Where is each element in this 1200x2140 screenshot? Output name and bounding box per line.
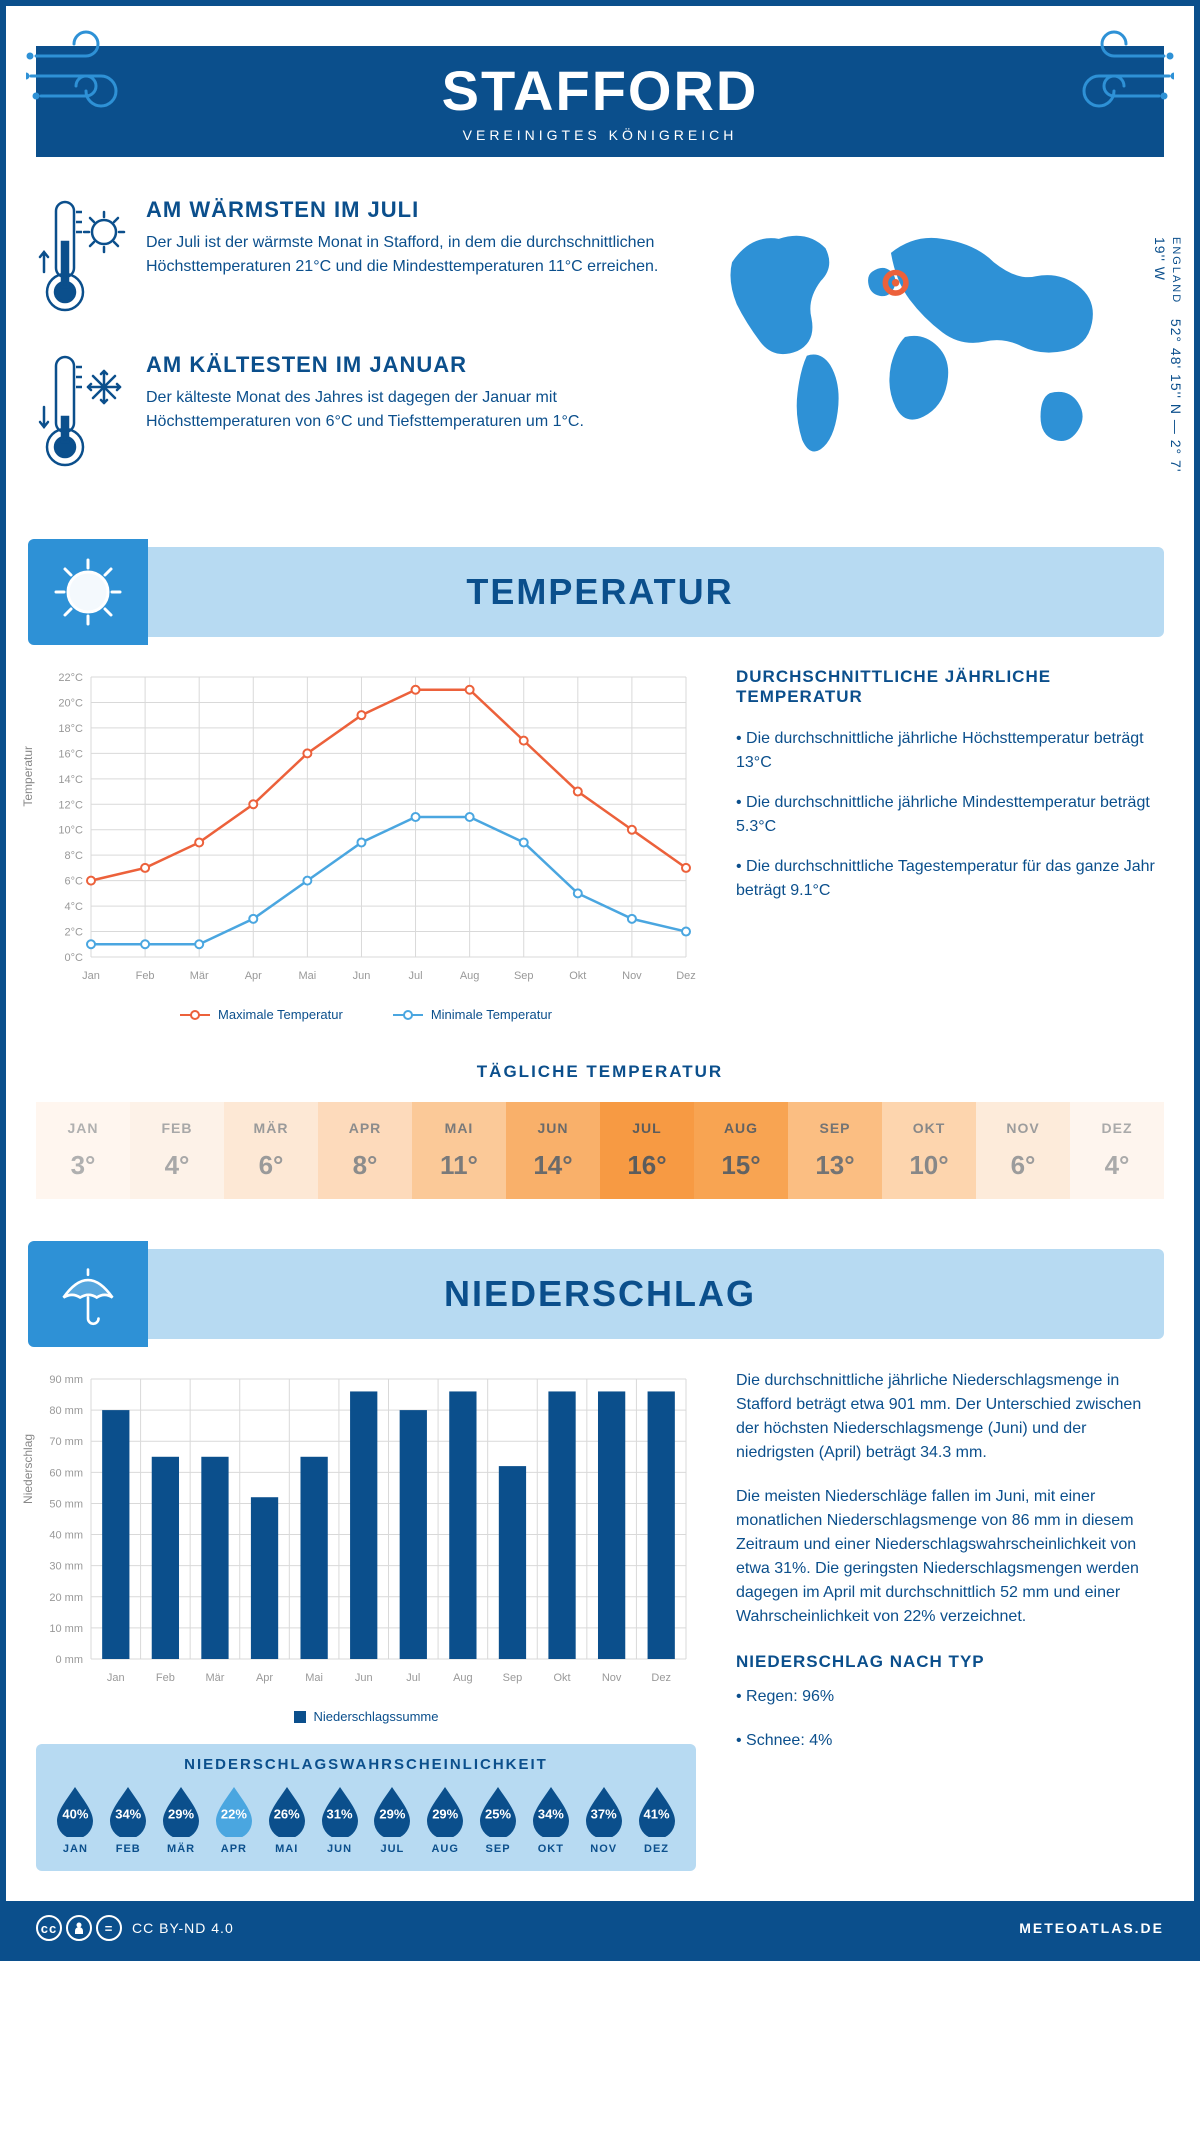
svg-text:80 mm: 80 mm — [49, 1405, 83, 1417]
svg-text:20 mm: 20 mm — [49, 1592, 83, 1604]
precipitation-probability: NIEDERSCHLAGSWAHRSCHEINLICHKEIT 40% JAN … — [36, 1744, 696, 1871]
world-map: ENGLAND 52° 48' 15'' N — 2° 7' 19'' W — [704, 197, 1164, 497]
svg-text:Mai: Mai — [298, 970, 316, 982]
svg-text:50 mm: 50 mm — [49, 1498, 83, 1510]
svg-text:0 mm: 0 mm — [56, 1654, 84, 1666]
coldest-text: Der kälteste Monat des Jahres ist dagege… — [146, 386, 664, 434]
svg-text:Jan: Jan — [107, 1672, 125, 1684]
precipitation-legend: Niederschlagssumme — [36, 1709, 696, 1724]
wind-icon — [1054, 26, 1174, 131]
svg-text:30 mm: 30 mm — [49, 1561, 83, 1573]
cc-license-icon: cc = — [36, 1915, 122, 1941]
svg-text:Mär: Mär — [205, 1672, 224, 1684]
svg-text:22°C: 22°C — [58, 672, 83, 684]
site-name: METEOATLAS.DE — [1019, 1920, 1164, 1936]
svg-text:2°C: 2°C — [65, 927, 84, 939]
svg-text:Apr: Apr — [256, 1672, 273, 1684]
svg-text:10 mm: 10 mm — [49, 1623, 83, 1635]
svg-text:90 mm: 90 mm — [49, 1374, 83, 1386]
svg-text:40 mm: 40 mm — [49, 1530, 83, 1542]
svg-text:Jun: Jun — [355, 1672, 373, 1684]
wind-icon — [26, 26, 146, 131]
svg-text:Dez: Dez — [651, 1672, 671, 1684]
svg-text:Jul: Jul — [406, 1672, 420, 1684]
footer: cc = CC BY-ND 4.0 METEOATLAS.DE — [6, 1901, 1194, 1955]
svg-text:Apr: Apr — [245, 970, 262, 982]
warmest-text: Der Juli ist der wärmste Monat in Staffo… — [146, 231, 664, 279]
svg-text:Dez: Dez — [676, 970, 696, 982]
license-text: CC BY-ND 4.0 — [132, 1920, 234, 1936]
svg-text:Okt: Okt — [569, 970, 586, 982]
svg-text:Okt: Okt — [553, 1672, 570, 1684]
svg-text:70 mm: 70 mm — [49, 1436, 83, 1448]
svg-text:Aug: Aug — [460, 970, 480, 982]
thermometer-cold-icon — [36, 352, 126, 477]
temperature-line-chart: Temperatur 0°C2°C4°C6°C8°C10°C12°C14°C16… — [36, 667, 696, 992]
coldest-title: AM KÄLTESTEN IM JANUAR — [146, 352, 664, 378]
svg-text:6°C: 6°C — [65, 876, 84, 888]
precipitation-banner: NIEDERSCHLAG — [36, 1249, 1164, 1339]
umbrella-icon — [28, 1241, 148, 1347]
svg-text:Feb: Feb — [136, 970, 155, 982]
svg-text:Jan: Jan — [82, 970, 100, 982]
svg-text:14°C: 14°C — [58, 774, 83, 786]
svg-text:Mai: Mai — [305, 1672, 323, 1684]
svg-text:60 mm: 60 mm — [49, 1467, 83, 1479]
page-title: STAFFORD — [36, 58, 1164, 123]
svg-text:Sep: Sep — [503, 1672, 523, 1684]
precipitation-text: Die durchschnittliche jährliche Niedersc… — [736, 1369, 1164, 1871]
svg-text:Aug: Aug — [453, 1672, 473, 1684]
thermometer-hot-icon — [36, 197, 126, 322]
header: STAFFORD VEREINIGTES KÖNIGREICH — [36, 46, 1164, 157]
svg-text:Jul: Jul — [409, 970, 423, 982]
temperature-legend: .legend-swatch:nth-child(1)::after{borde… — [36, 1007, 696, 1022]
svg-text:Jun: Jun — [353, 970, 371, 982]
daily-temp-title: TÄGLICHE TEMPERATUR — [36, 1062, 1164, 1082]
svg-text:Sep: Sep — [514, 970, 534, 982]
warmest-block: AM WÄRMSTEN IM JULI Der Juli ist der wär… — [36, 197, 664, 322]
svg-text:Nov: Nov — [622, 970, 642, 982]
temperature-summary: DURCHSCHNITTLICHE JÄHRLICHE TEMPERATUR •… — [736, 667, 1164, 1022]
page-subtitle: VEREINIGTES KÖNIGREICH — [36, 127, 1164, 143]
precipitation-bar-chart: Niederschlag 0 mm10 mm20 mm30 mm40 mm50 … — [36, 1369, 696, 1694]
daily-temp-table: JAN 3° FEB 4° MÄR 6° APR 8° MAI 11° JUN … — [36, 1102, 1164, 1199]
svg-text:12°C: 12°C — [58, 799, 83, 811]
svg-text:4°C: 4°C — [65, 901, 84, 913]
svg-text:20°C: 20°C — [58, 697, 83, 709]
temperature-banner: TEMPERATUR — [36, 547, 1164, 637]
svg-text:Mär: Mär — [190, 970, 209, 982]
svg-text:8°C: 8°C — [65, 850, 84, 862]
svg-text:Feb: Feb — [156, 1672, 175, 1684]
coldest-block: AM KÄLTESTEN IM JANUAR Der kälteste Mona… — [36, 352, 664, 477]
svg-text:18°C: 18°C — [58, 723, 83, 735]
svg-text:10°C: 10°C — [58, 825, 83, 837]
svg-text:Nov: Nov — [602, 1672, 622, 1684]
svg-text:0°C: 0°C — [65, 952, 84, 964]
sun-icon — [28, 539, 148, 645]
svg-text:16°C: 16°C — [58, 748, 83, 760]
coordinates: ENGLAND 52° 48' 15'' N — 2° 7' 19'' W — [1152, 237, 1184, 497]
warmest-title: AM WÄRMSTEN IM JULI — [146, 197, 664, 223]
